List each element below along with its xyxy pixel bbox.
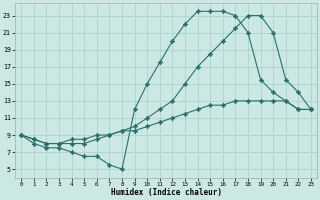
X-axis label: Humidex (Indice chaleur): Humidex (Indice chaleur) xyxy=(111,188,221,197)
